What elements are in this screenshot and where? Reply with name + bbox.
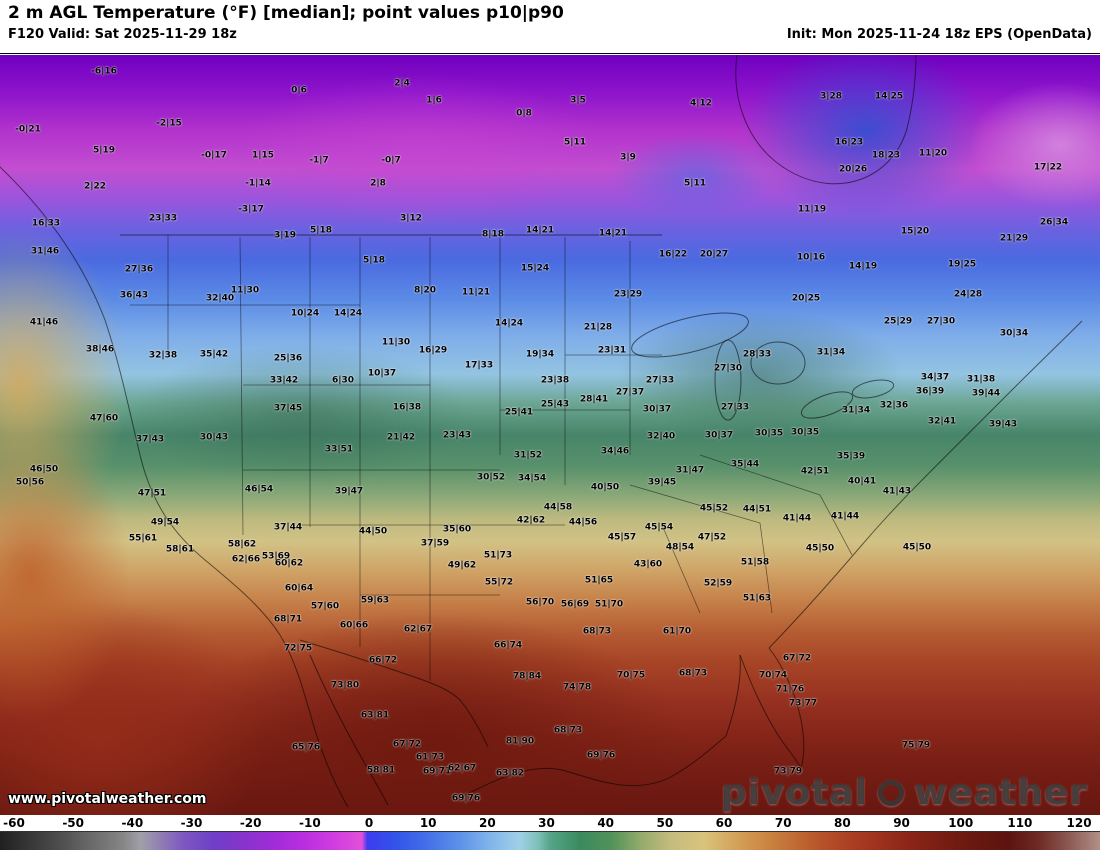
colorbar-ticks: -60 -50 -40 -30 -20 -10 0 10 20 30 40 50 60 70 80 90 100… [0, 815, 1100, 830]
brand-word-pivotal: pivotal [720, 772, 869, 813]
valid-time-label: F120 Valid: Sat 2025-11-29 18z [8, 27, 237, 42]
state-borders [130, 235, 853, 681]
map-title: 2 m AGL Temperature (°F) [median]; point… [8, 3, 564, 23]
colorbar-tick: 10 [419, 816, 437, 830]
colorbar-tick: 50 [656, 816, 674, 830]
watermark-brand: pivotal weather [721, 772, 1088, 813]
colorbar-tick: 90 [893, 816, 910, 830]
brand-word-weather: weather [914, 772, 1088, 813]
colorbar-tick: 100 [948, 816, 974, 830]
geo-borders [0, 55, 1083, 808]
colorbar-tick: 0 [364, 816, 374, 830]
colorbar-tick: -60 [3, 816, 25, 830]
colorbar: -60 -50 -40 -30 -20 -10 0 10 20 30 40 50 60 70 80 90 100… [0, 815, 1100, 850]
colorbar-strip [0, 831, 1100, 850]
colorbar-tick: 30 [538, 816, 555, 830]
colorbar-tick: 60 [715, 816, 733, 830]
colorbar-tick: -50 [62, 816, 84, 830]
colorbar-tick: 20 [479, 816, 496, 830]
colorbar-tick: -20 [239, 816, 262, 830]
colorbar-tick: 110 [1007, 816, 1033, 830]
colorbar-tick: 120 [1066, 816, 1092, 830]
colorbar-tick: -30 [180, 816, 203, 830]
colorbar-tick: 70 [774, 816, 792, 830]
init-time-label: Init: Mon 2025-11-24 18z EPS (OpenData) [786, 27, 1092, 42]
great-lakes [631, 312, 895, 421]
colorbar-tick: 80 [834, 816, 851, 830]
colorbar-tick: -10 [299, 816, 321, 830]
gear-logo-icon [878, 779, 905, 806]
watermark-url: www.pivotalweather.com [8, 791, 207, 807]
colorbar-tick: -40 [121, 816, 144, 830]
colorbar-tick: 40 [597, 816, 615, 830]
coastline-borders [0, 55, 1083, 808]
temperature-map: www.pivotalweather.com pivotal weather [0, 55, 1100, 815]
map-header: 2 m AGL Temperature (°F) [median]; point… [0, 0, 1100, 54]
